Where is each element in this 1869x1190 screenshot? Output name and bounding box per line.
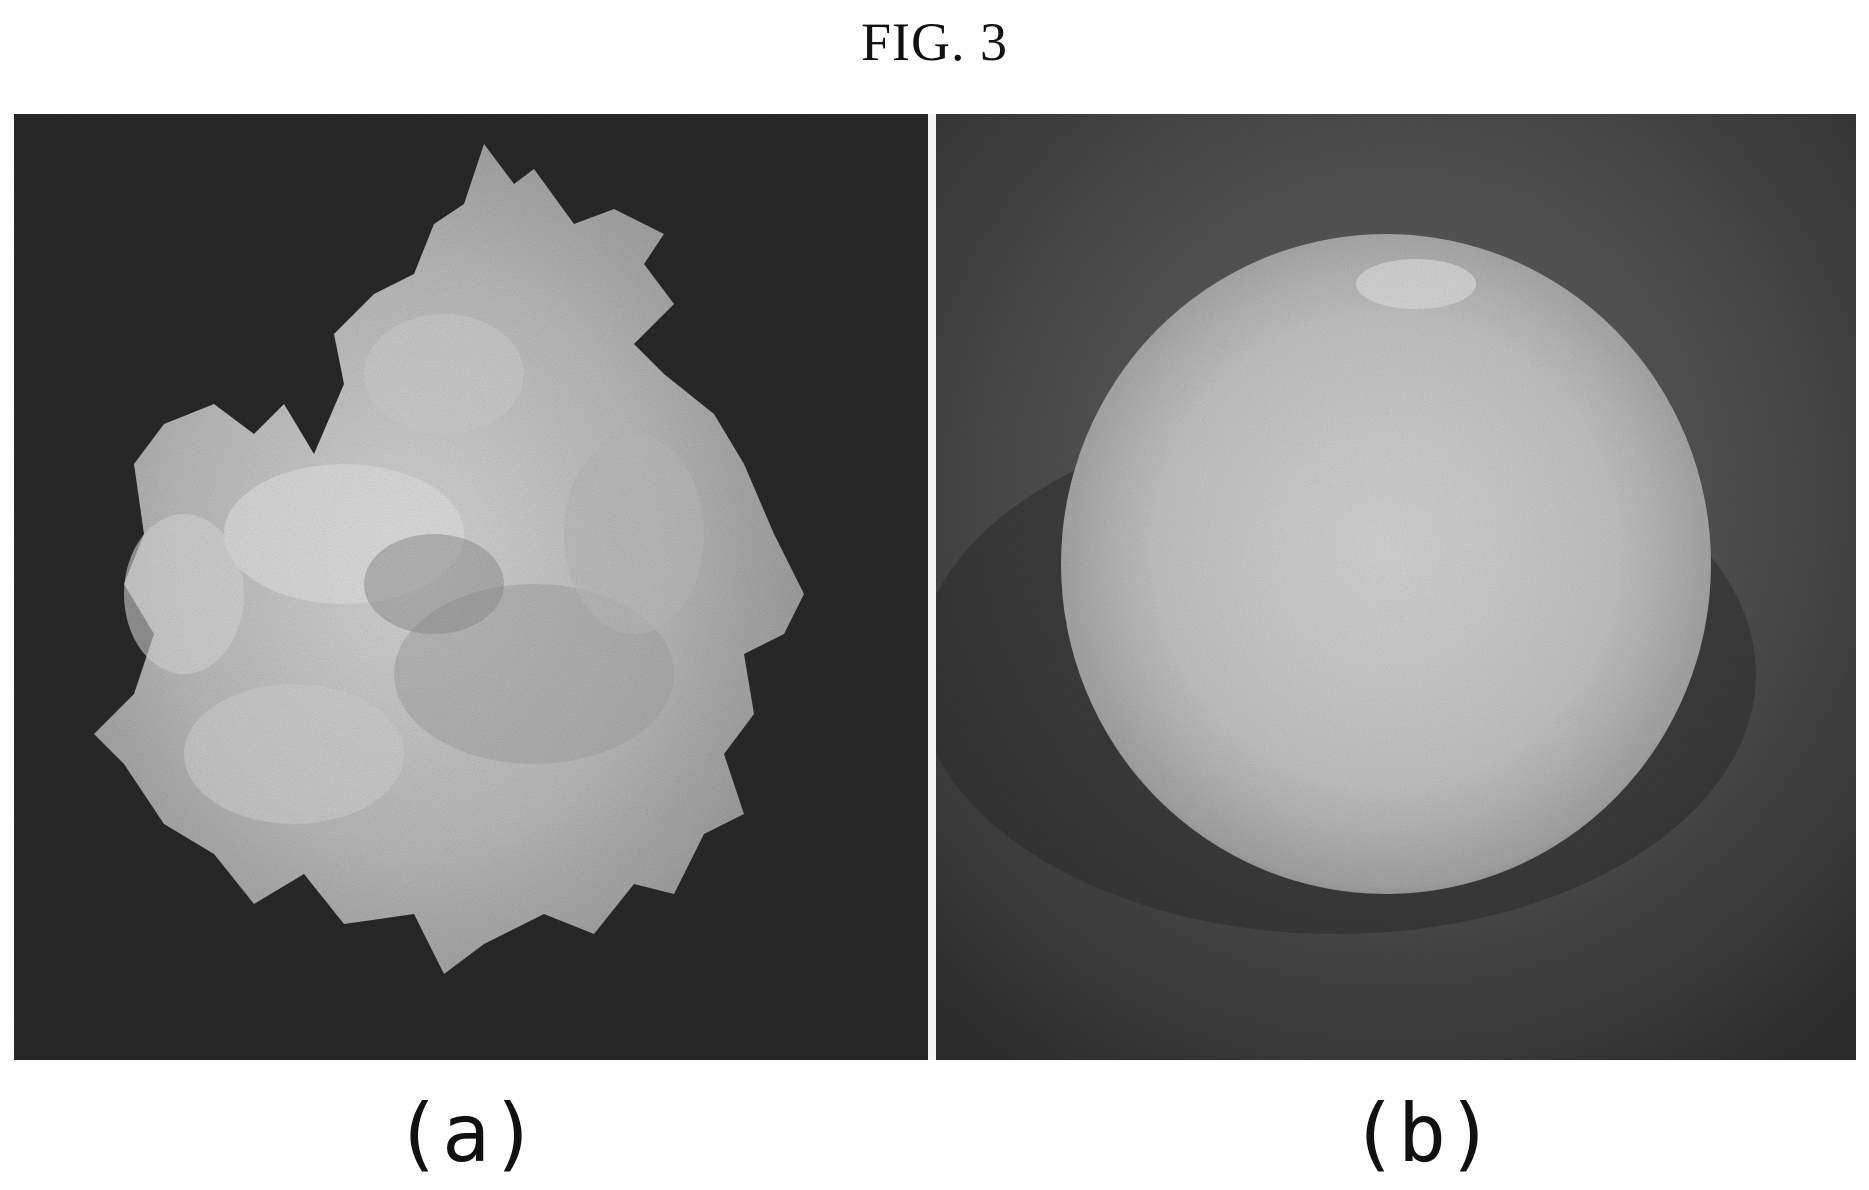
figure-title: FIG. 3 [0, 10, 1869, 74]
panel-divider [928, 114, 936, 1060]
spherical-particle-icon [936, 114, 1856, 1060]
panel-label-a: (a) [316, 1086, 616, 1182]
panel-label-b: (b) [1272, 1086, 1572, 1182]
photo-panel-b [936, 114, 1856, 1060]
photo-panel-a [14, 114, 928, 1060]
irregular-crystal-aggregate-icon [14, 114, 928, 1060]
